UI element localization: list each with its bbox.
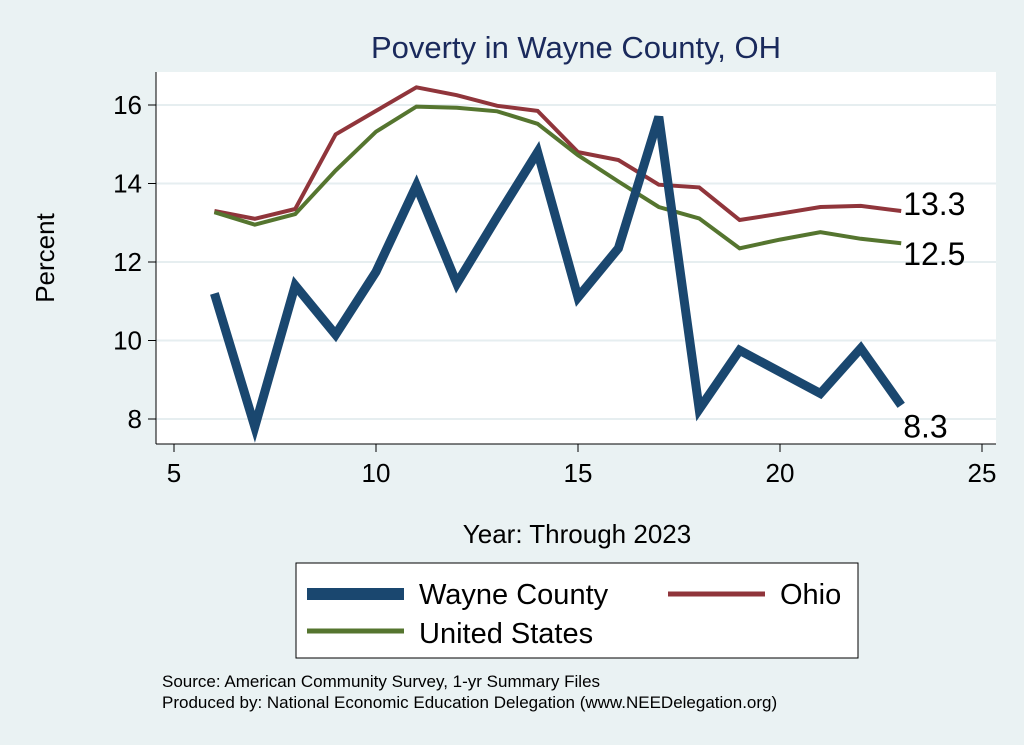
series-lines: [210, 85, 905, 443]
x-tick-label-20: 20: [766, 458, 795, 488]
y-tick-label-12: 12: [113, 247, 142, 277]
end-label-ohio: 13.3: [903, 186, 965, 222]
gridlines: [156, 104, 996, 420]
x-axis-ticks: 5 10 15 20 25: [167, 444, 997, 488]
y-tick-label-10: 10: [113, 326, 142, 356]
x-tick-label-10: 10: [362, 458, 391, 488]
end-label-wayne-county: 8.3: [903, 408, 947, 444]
producer-note: Produced by: National Economic Education…: [162, 693, 777, 712]
series-line-wayne-county: [210, 115, 905, 443]
y-axis-ticks: 8 10 12 14 16: [113, 90, 156, 434]
legend-box: [295, 562, 859, 659]
legend-label-united-states: United States: [419, 618, 593, 650]
legend-label-wayne-county: Wayne County: [419, 579, 609, 611]
chart-title: Poverty in Wayne County, OH: [371, 30, 781, 65]
series-line-ohio: [214, 85, 902, 223]
series-end-labels: 8.3 13.3 12.5: [903, 186, 965, 444]
x-tick-label-15: 15: [564, 458, 593, 488]
plot-area: [156, 72, 996, 444]
y-tick-label-8: 8: [128, 404, 142, 434]
series-line-united-states: [213, 104, 902, 251]
y-axis-label: Percent: [30, 212, 60, 302]
y-tick-label-14: 14: [113, 169, 142, 199]
y-tick-label-16: 16: [113, 90, 142, 120]
source-note: Source: American Community Survey, 1-yr …: [162, 672, 600, 691]
end-label-united-states: 12.5: [903, 236, 965, 272]
x-axis-label: Year: Through 2023: [463, 519, 691, 549]
legend-label-ohio: Ohio: [780, 579, 841, 611]
x-tick-label-25: 25: [968, 458, 997, 488]
x-tick-label-5: 5: [167, 458, 181, 488]
legend: Wayne County Ohio United States: [295, 562, 859, 659]
